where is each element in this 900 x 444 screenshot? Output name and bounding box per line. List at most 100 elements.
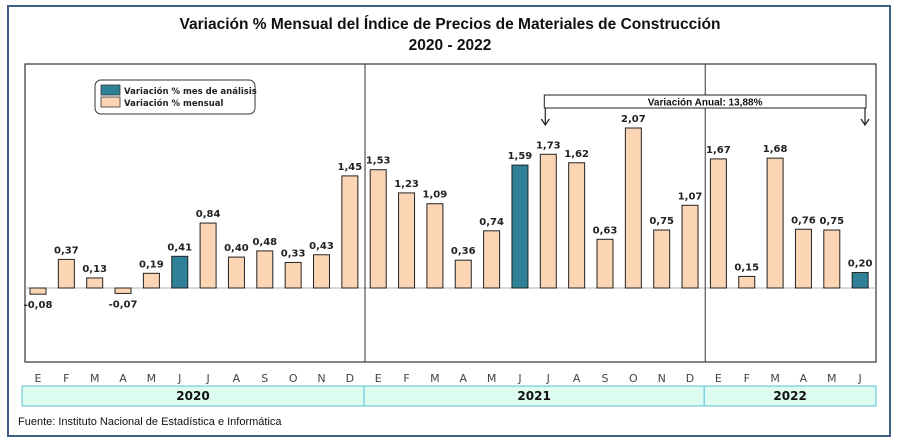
year-band (703, 385, 877, 407)
data-label: 0,41 (167, 242, 192, 253)
data-label: 0,75 (819, 216, 844, 227)
data-label: 1,73 (536, 140, 561, 151)
data-label: 1,53 (366, 156, 391, 167)
data-label: 1,59 (508, 151, 533, 162)
bar (568, 162, 586, 289)
x-tick-label: M (430, 372, 440, 385)
bar (624, 127, 642, 289)
x-tick-label: A (800, 372, 808, 385)
bar (681, 204, 699, 289)
data-label: 1,67 (706, 145, 731, 156)
chart-frame (7, 5, 891, 437)
source-note: Fuente: Instituto Nacional de Estadístic… (18, 416, 282, 428)
x-tick-label: J (858, 372, 862, 385)
x-tick-label: N (658, 372, 666, 385)
data-label: 0,48 (252, 237, 277, 248)
x-tick-label: J (177, 372, 181, 385)
data-label: 1,62 (564, 149, 589, 160)
year-label: 2022 (773, 389, 806, 403)
legend-label: Variación % mensual (124, 98, 223, 109)
x-tick-label: F (63, 372, 69, 385)
bar (341, 175, 359, 289)
x-tick-label: A (233, 372, 241, 385)
x-tick-label: O (289, 372, 298, 385)
chart-title: Variación % Mensual del Índice de Precio… (179, 16, 721, 33)
bar (483, 230, 501, 289)
data-label: 1,45 (338, 162, 363, 173)
x-tick-label: D (686, 372, 694, 385)
legend-box (94, 79, 256, 115)
x-tick-label: A (573, 372, 581, 385)
data-label: 0,13 (82, 264, 107, 275)
data-label: -0,07 (109, 299, 138, 310)
bar (57, 258, 75, 289)
arrow-down-icon (860, 118, 870, 127)
bar (313, 254, 330, 289)
bar (426, 203, 444, 289)
bar (284, 261, 302, 289)
bar (709, 158, 727, 289)
data-label: 0,20 (848, 259, 873, 270)
chart-subtitle: 2020 - 2022 (408, 37, 492, 54)
x-tick-label: F (744, 372, 750, 385)
legend-swatch (100, 84, 121, 96)
x-tick-label: S (261, 372, 268, 385)
x-tick-label: J (205, 372, 209, 385)
data-label: 0,19 (139, 259, 164, 270)
year-label: 2021 (517, 389, 550, 403)
x-tick-label: M (90, 372, 100, 385)
data-label: 0,40 (224, 243, 249, 254)
bar (199, 222, 217, 289)
x-tick-label: F (403, 372, 409, 385)
bar (653, 229, 671, 289)
bar-highlight (171, 255, 189, 289)
annotation-box (543, 94, 867, 109)
x-tick-label: J (546, 372, 550, 385)
bar (86, 277, 104, 289)
data-label: 0,15 (734, 262, 759, 273)
data-label: 0,84 (196, 209, 221, 220)
data-label: 0,43 (309, 241, 334, 252)
data-label: 2,07 (621, 114, 646, 125)
x-tick-label: E (35, 372, 42, 385)
year-label: 2020 (176, 389, 209, 403)
arrow-down-icon (540, 118, 550, 127)
data-label: 0,76 (791, 215, 816, 226)
bar (114, 287, 132, 294)
x-tick-label: D (346, 372, 354, 385)
data-label: 1,07 (678, 191, 703, 202)
legend-swatch (100, 96, 121, 108)
bar (369, 169, 387, 289)
data-label: 0,33 (281, 248, 306, 259)
data-label: 0,75 (649, 216, 674, 227)
x-tick-label: M (147, 372, 157, 385)
data-label: 1,68 (763, 144, 788, 155)
bar (596, 238, 614, 289)
data-label: -0,08 (24, 300, 53, 311)
bar (29, 287, 47, 295)
x-tick-label: M (770, 372, 780, 385)
bar (823, 229, 841, 289)
x-tick-label: A (119, 372, 127, 385)
x-tick-label: J (517, 372, 521, 385)
legend-label: Variación % mes de análisis (124, 86, 257, 97)
x-tick-label: E (715, 372, 722, 385)
bar (539, 153, 557, 289)
x-tick-label: S (602, 372, 609, 385)
x-tick-label: N (317, 372, 325, 385)
bar (454, 259, 472, 289)
x-tick-label: M (827, 372, 837, 385)
bar (227, 256, 245, 289)
x-tick-label: O (629, 372, 638, 385)
plot-area (24, 63, 877, 363)
bar (766, 157, 784, 289)
x-tick-label: A (459, 372, 467, 385)
data-label: 0,36 (451, 246, 476, 257)
data-label: 0,63 (593, 225, 618, 236)
data-label: 1,23 (394, 179, 419, 190)
data-label: 0,74 (479, 217, 504, 228)
data-label: 1,09 (423, 190, 448, 201)
bar (256, 250, 274, 289)
bar (398, 192, 416, 289)
